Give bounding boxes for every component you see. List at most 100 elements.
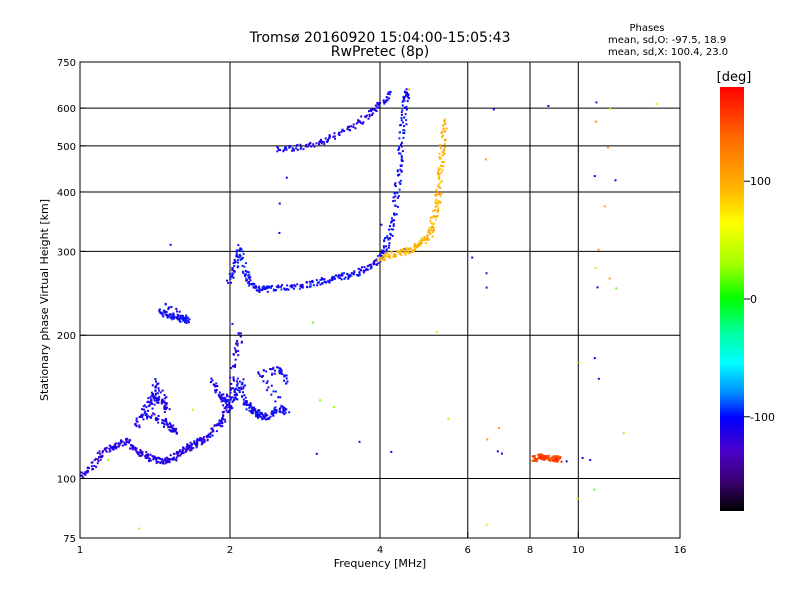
data-point	[163, 410, 166, 413]
data-point	[299, 147, 302, 150]
data-point	[200, 437, 203, 440]
data-point	[560, 460, 563, 463]
data-point	[170, 458, 173, 461]
data-point	[163, 423, 166, 426]
data-point	[236, 261, 239, 264]
data-point	[304, 145, 307, 148]
data-point	[393, 212, 396, 215]
data-point	[405, 248, 408, 251]
data-point	[352, 273, 355, 276]
data-point	[130, 444, 133, 447]
data-point	[328, 136, 331, 139]
data-point	[270, 368, 273, 371]
data-point	[266, 418, 269, 421]
data-point	[248, 284, 251, 287]
data-point	[191, 446, 194, 449]
data-point	[165, 419, 168, 422]
data-point	[438, 192, 441, 195]
data-point	[405, 92, 408, 95]
data-point	[537, 457, 540, 460]
data-point	[96, 452, 99, 455]
data-point	[368, 115, 371, 118]
data-point	[400, 156, 403, 159]
data-point	[239, 335, 242, 338]
data-point	[147, 457, 150, 460]
data-point	[593, 488, 596, 491]
data-point	[256, 409, 259, 412]
data-point	[152, 395, 155, 398]
data-point	[285, 382, 288, 385]
data-point	[436, 208, 439, 211]
data-point	[388, 256, 391, 259]
data-point	[277, 366, 280, 369]
data-point	[272, 289, 275, 292]
data-point	[273, 372, 276, 375]
data-point	[225, 406, 228, 409]
data-point	[436, 211, 439, 214]
data-point	[384, 245, 387, 248]
data-point	[370, 110, 373, 113]
data-point	[380, 256, 383, 259]
data-point	[443, 147, 446, 150]
data-point	[400, 113, 403, 116]
data-point	[187, 444, 190, 447]
data-point	[109, 445, 112, 448]
data-point	[285, 148, 288, 151]
data-point	[286, 284, 289, 287]
data-point	[440, 131, 443, 134]
data-point	[271, 372, 274, 375]
data-point	[164, 462, 167, 465]
data-point	[164, 457, 167, 460]
data-point	[233, 261, 236, 264]
data-point	[296, 283, 299, 286]
data-point	[154, 378, 157, 381]
data-point	[231, 269, 234, 272]
data-point	[421, 239, 424, 242]
data-point	[220, 420, 223, 423]
data-point	[272, 367, 275, 370]
data-point	[362, 269, 365, 272]
data-point	[273, 410, 276, 413]
data-point	[333, 135, 336, 138]
data-point	[402, 96, 405, 99]
data-point	[442, 165, 445, 168]
data-point	[185, 446, 188, 449]
data-point	[377, 103, 380, 106]
data-point	[241, 381, 244, 384]
data-point	[282, 406, 285, 409]
data-point	[211, 429, 214, 432]
data-point	[312, 321, 315, 324]
data-point	[366, 268, 369, 271]
data-point	[160, 401, 163, 404]
data-point	[154, 386, 157, 389]
data-point	[596, 286, 599, 289]
data-point	[247, 274, 250, 277]
data-point	[384, 100, 387, 103]
data-point	[229, 389, 232, 392]
data-point	[403, 129, 406, 132]
data-point	[432, 210, 435, 213]
data-point	[344, 276, 347, 279]
data-point	[145, 406, 148, 409]
data-point	[165, 456, 168, 459]
data-point	[119, 441, 122, 444]
data-point	[95, 465, 98, 468]
data-point	[185, 322, 188, 325]
data-point	[380, 251, 383, 254]
data-point	[248, 273, 251, 276]
data-point	[399, 248, 402, 251]
data-point	[121, 444, 124, 447]
data-point	[161, 461, 164, 464]
data-point	[251, 282, 254, 285]
data-point	[385, 96, 388, 99]
data-point	[333, 275, 336, 278]
data-point	[147, 454, 150, 457]
data-point	[150, 416, 153, 419]
data-point	[91, 468, 94, 471]
data-point	[288, 144, 291, 147]
data-point	[622, 432, 625, 435]
data-point	[235, 342, 238, 345]
data-point	[136, 420, 139, 423]
data-point	[239, 254, 242, 257]
data-point	[295, 147, 298, 150]
